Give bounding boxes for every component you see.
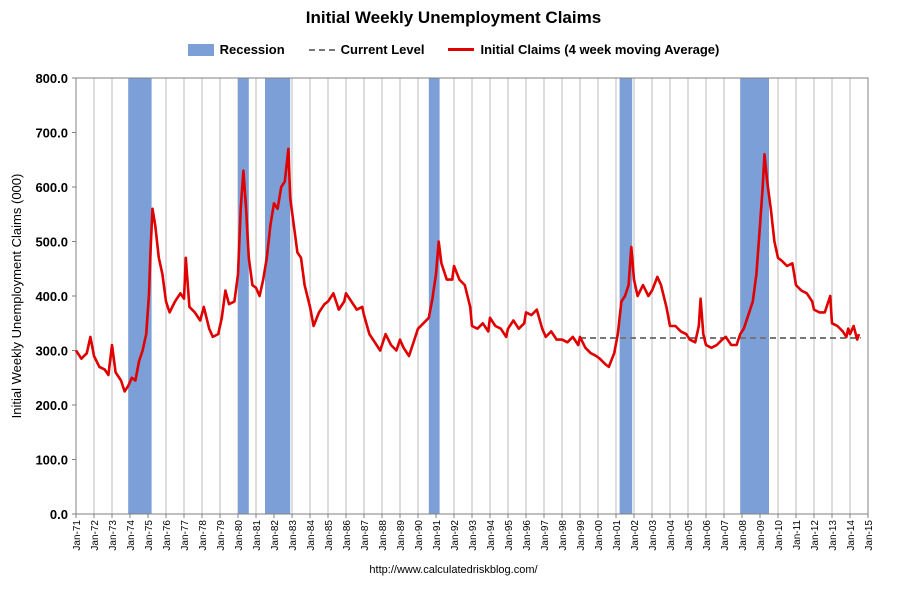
x-tick-label: Jan-88 — [378, 520, 389, 551]
legend-item-initial-claims: Initial Claims (4 week moving Average) — [448, 42, 719, 57]
x-tick-label: Jan-03 — [648, 520, 659, 551]
y-tick-label: 200.0 — [35, 398, 68, 413]
x-tick-label: Jan-85 — [324, 520, 335, 551]
recession-band — [428, 78, 440, 514]
x-tick-label: Jan-84 — [306, 520, 317, 551]
x-tick-label: Jan-80 — [234, 520, 245, 551]
x-tick-label: Jan-07 — [720, 520, 731, 551]
x-tick-label: Jan-87 — [360, 520, 371, 551]
x-tick-label: Jan-06 — [702, 520, 713, 551]
y-tick-label: 100.0 — [35, 453, 68, 468]
x-tick-label: Jan-12 — [810, 520, 821, 551]
y-tick-label: 600.0 — [35, 180, 68, 195]
x-tick-label: Jan-93 — [468, 520, 479, 551]
legend-label-current-level: Current Level — [340, 42, 425, 57]
x-tick-label: Jan-11 — [792, 520, 803, 550]
x-tick-label: Jan-00 — [594, 520, 605, 551]
x-tick-label: Jan-74 — [126, 520, 137, 551]
x-tick-label: Jan-15 — [864, 520, 875, 551]
x-tick-label: Jan-76 — [162, 520, 173, 551]
x-tick-label: Jan-77 — [180, 520, 191, 551]
x-tick-label: Jan-79 — [216, 520, 227, 551]
x-tick-label: Jan-78 — [198, 520, 209, 551]
x-tick-label: Jan-72 — [90, 520, 101, 551]
chart-title: Initial Weekly Unemployment Claims — [305, 8, 602, 27]
x-tick-label: Jan-14 — [846, 520, 857, 551]
source-url: http://www.calculatedriskblog.com/ — [369, 564, 538, 576]
x-tick-label: Jan-96 — [522, 520, 533, 551]
x-tick-label: Jan-97 — [540, 520, 551, 551]
x-tick-label: Jan-99 — [576, 520, 587, 551]
y-tick-label: 500.0 — [35, 235, 68, 250]
legend-label-initial-claims: Initial Claims (4 week moving Average) — [480, 42, 720, 57]
initial-claims-line — [74, 147, 861, 393]
x-tick-label: Jan-92 — [450, 520, 461, 551]
legend-label-recession: Recession — [219, 42, 285, 57]
x-tick-label: Jan-90 — [414, 520, 425, 551]
x-tick-label: Jan-71 — [72, 520, 83, 551]
legend-item-recession: Recession — [187, 42, 285, 57]
x-tick-label: Jan-75 — [144, 520, 155, 551]
y-tick-label: 0.0 — [50, 507, 68, 522]
x-tick-label: Jan-86 — [342, 520, 353, 551]
legend-item-current-level: Current Level — [308, 42, 425, 57]
recession-band — [265, 78, 291, 514]
x-tick-label: Jan-04 — [666, 520, 677, 551]
legend-swatch-current-level — [308, 48, 335, 51]
y-tick-label: 300.0 — [35, 344, 68, 359]
x-tick-label: Jan-89 — [396, 520, 407, 551]
x-tick-label: Jan-94 — [486, 520, 497, 551]
x-tick-label: Jan-81 — [252, 520, 263, 551]
legend-swatch-recession — [187, 43, 214, 56]
x-tick-label: Jan-10 — [774, 520, 785, 551]
x-tick-label: Jan-83 — [288, 520, 299, 551]
x-tick-label: Jan-08 — [738, 520, 749, 551]
x-tick-label: Jan-73 — [108, 520, 119, 551]
x-tick-label: Jan-01 — [612, 520, 623, 551]
recession-band — [128, 78, 152, 514]
y-tick-label: 700.0 — [35, 126, 68, 141]
legend: Recession Current Level Initial Claims (… — [0, 42, 907, 57]
x-tick-label: Jan-91 — [432, 520, 443, 551]
x-tick-label: Jan-02 — [630, 520, 641, 551]
x-tick-label: Jan-05 — [684, 520, 695, 551]
x-tick-label: Jan-98 — [558, 520, 569, 551]
x-tick-label: Jan-09 — [756, 520, 767, 551]
legend-swatch-initial-claims — [448, 48, 475, 51]
y-tick-label: 400.0 — [35, 289, 68, 304]
y-tick-label: 800.0 — [35, 71, 68, 86]
recession-band — [238, 78, 249, 514]
x-tick-label: Jan-95 — [504, 520, 515, 551]
y-axis-title: Initial Weekly Unemployment Claims (000) — [9, 174, 24, 419]
x-tick-label: Jan-82 — [270, 520, 281, 551]
x-tick-label: Jan-13 — [828, 520, 839, 551]
